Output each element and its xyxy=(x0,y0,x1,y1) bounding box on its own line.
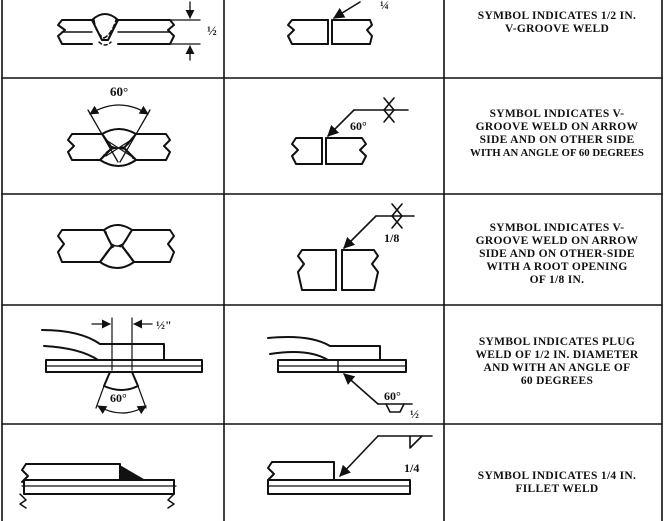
row-2-description: SYMBOL INDICATES V- GROOVE WELD ON ARROW… xyxy=(470,108,644,159)
row-4-weld-drawing xyxy=(41,317,203,415)
row-4-symbol-angle: 60° xyxy=(384,389,401,403)
row-5-symbol-dimension: 1/4 xyxy=(404,461,419,475)
row-2-weld-angle: 60° xyxy=(110,84,128,99)
row-5-symbol-drawing xyxy=(267,435,433,495)
row-4-description: SYMBOL INDICATES PLUG WELD OF 1/2 IN. DI… xyxy=(475,336,639,387)
row-5-fillet-weld xyxy=(119,465,145,481)
row-1-symbol-dimension: ¼ xyxy=(380,0,389,12)
row-4-weld-angle: 60° xyxy=(110,391,127,405)
row-2-symbol-drawing xyxy=(291,97,409,165)
row-1-weld-drawing xyxy=(57,1,201,61)
row-5-weld-drawing xyxy=(19,463,177,509)
row-4-weld-dimension: ½" xyxy=(156,318,172,332)
row-1-weld-dimension: ½ xyxy=(207,23,217,38)
row-3-weld-drawing xyxy=(57,224,175,269)
row-1-symbol-drawing xyxy=(287,1,373,45)
row-5-description: SYMBOL INDICATES 1/4 IN. FILLET WELD xyxy=(477,470,637,495)
row-2-symbol-angle: 60° xyxy=(350,119,367,133)
row-4-symbol-drawing xyxy=(267,336,413,413)
row-1-description: SYMBOL INDICATES 1/2 IN. V-GROOVE WELD xyxy=(477,10,637,35)
row-2-weld-drawing xyxy=(67,104,171,167)
row-4-symbol-dimension: ½ xyxy=(410,407,419,421)
row-3-description: SYMBOL INDICATES V- GROOVE WELD ON ARROW… xyxy=(475,222,639,286)
row-3-symbol-dimension: 1/8 xyxy=(384,231,399,245)
row-3-symbol-drawing xyxy=(297,203,415,291)
